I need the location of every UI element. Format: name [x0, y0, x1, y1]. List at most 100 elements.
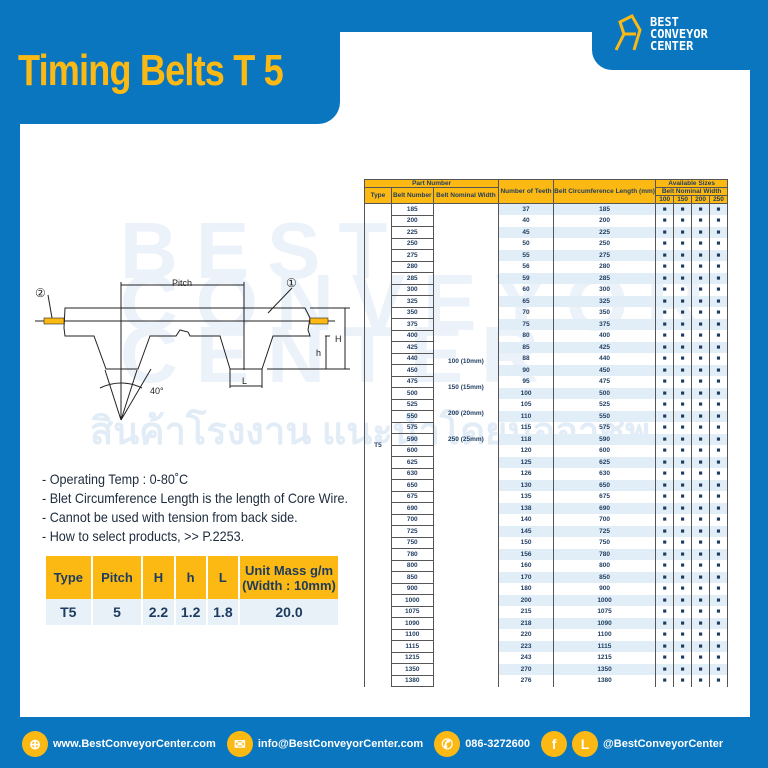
footer: ⊕ www.BestConveyorCenter.com ✉ info@BestCo…	[22, 731, 748, 757]
belt-number-cell: 475	[390, 375, 434, 388]
available-mark: ■	[673, 387, 693, 399]
available-mark: ■	[673, 295, 693, 307]
table-row: 1075 215 1075 ■ ■ ■ ■	[365, 605, 728, 618]
teeth-cell: 138	[498, 502, 554, 514]
length-cell: 690	[552, 502, 657, 514]
available-mark: ■	[709, 479, 728, 491]
available-mark: ■	[673, 261, 693, 273]
belt-number-cell: 600	[390, 444, 434, 457]
available-mark: ■	[655, 456, 675, 468]
belt-number-cell: 200	[390, 214, 434, 227]
header-type: Type	[364, 187, 392, 204]
available-mark: ■	[673, 318, 693, 330]
available-mark: ■	[691, 468, 710, 480]
available-mark: ■	[691, 583, 710, 595]
table-row: 625 125 625 ■ ■ ■ ■	[365, 456, 728, 469]
available-mark: ■	[691, 571, 710, 583]
table-row: 1090 218 1090 ■ ■ ■ ■	[365, 617, 728, 630]
available-mark: ■	[655, 594, 675, 606]
line-icon[interactable]: L	[572, 731, 599, 757]
available-mark: ■	[655, 560, 675, 572]
available-mark: ■	[655, 330, 675, 342]
available-mark: ■	[673, 583, 693, 595]
length-cell: 250	[552, 238, 657, 250]
available-mark: ■	[691, 284, 710, 296]
teeth-cell: 90	[498, 364, 554, 376]
available-mark: ■	[709, 652, 728, 664]
available-mark: ■	[673, 663, 693, 675]
available-mark: ■	[709, 318, 728, 330]
length-cell: 200	[552, 215, 657, 227]
available-mark: ■	[673, 238, 693, 250]
table-row: 725 145 725 ■ ■ ■ ■	[365, 525, 728, 538]
nominal-width-label: 250 (25mm)	[448, 436, 484, 443]
available-mark: ■	[673, 594, 693, 606]
teeth-cell: 88	[498, 353, 554, 365]
length-cell: 525	[552, 399, 657, 411]
website-link[interactable]: www.BestConveyorCenter.com	[53, 738, 216, 750]
belt-number-cell: 900	[390, 582, 434, 595]
notes-list: - Operating Temp : 0-80˚C - Blet Circumf…	[42, 470, 348, 546]
teeth-cell: 276	[498, 675, 554, 687]
length-cell: 1100	[552, 629, 657, 641]
table-row: 285 59 285 ■ ■ ■ ■	[365, 272, 728, 285]
note: - How to select products, >> P.2253.	[42, 528, 245, 544]
available-mark: ■	[709, 629, 728, 641]
available-mark: ■	[709, 410, 728, 422]
facebook-icon[interactable]: f	[541, 731, 568, 757]
available-mark: ■	[655, 468, 675, 480]
available-mark: ■	[673, 502, 693, 514]
available-mark: ■	[709, 525, 728, 537]
available-mark: ■	[691, 537, 710, 549]
teeth-cell: 55	[498, 249, 554, 261]
available-mark: ■	[655, 387, 675, 399]
available-mark: ■	[691, 376, 710, 388]
teeth-cell: 65	[498, 295, 554, 307]
length-cell: 590	[552, 433, 657, 445]
available-mark: ■	[709, 215, 728, 227]
table-row: 525 105 525 ■ ■ ■ ■	[365, 398, 728, 411]
belt-number-cell: 450	[390, 364, 434, 377]
teeth-cell: 95	[498, 376, 554, 388]
available-mark: ■	[691, 594, 710, 606]
available-mark: ■	[673, 272, 693, 284]
teeth-cell: 180	[498, 583, 554, 595]
nominal-width-cell: 100 (10mm) 150 (15mm) 200 (20mm) 250 (25mm)	[432, 203, 500, 687]
available-mark: ■	[655, 353, 675, 365]
teeth-cell: 135	[498, 491, 554, 503]
nominal-width-label: 100 (10mm)	[448, 358, 484, 365]
available-mark: ■	[709, 272, 728, 284]
available-mark: ■	[673, 571, 693, 583]
available-mark: ■	[691, 606, 710, 618]
nominal-width-label: 200 (20mm)	[448, 410, 484, 417]
belt-number-cell: 400	[390, 329, 434, 342]
phone-number[interactable]: 086-3272600	[465, 738, 531, 750]
belt-number-cell: 700	[390, 513, 434, 526]
available-mark: ■	[655, 548, 675, 560]
available-mark: ■	[691, 617, 710, 629]
header-belt-nominal: Belt Nominal Width	[655, 187, 728, 196]
length-cell: 1115	[552, 640, 657, 652]
spec-cell: T5	[46, 599, 93, 625]
available-mark: ■	[709, 548, 728, 560]
available-mark: ■	[655, 422, 675, 434]
email-link[interactable]: info@BestConveyorCenter.com	[257, 738, 424, 750]
belt-number-cell: 250	[390, 237, 434, 250]
available-mark: ■	[655, 583, 675, 595]
available-mark: ■	[655, 491, 675, 503]
belt-number-cell: 800	[390, 559, 434, 572]
spec-cell: 5	[91, 599, 144, 625]
available-mark: ■	[709, 341, 728, 353]
teeth-cell: 156	[498, 548, 554, 560]
length-cell: 780	[552, 548, 657, 560]
available-mark: ■	[691, 226, 710, 238]
belt-number-cell: 300	[390, 283, 434, 296]
available-mark: ■	[691, 560, 710, 572]
available-mark: ■	[709, 307, 728, 319]
table-row: 450 90 450 ■ ■ ■ ■	[365, 364, 728, 377]
social-handle[interactable]: @BestConveyorCenter	[603, 738, 724, 750]
available-mark: ■	[691, 675, 710, 687]
available-mark: ■	[673, 410, 693, 422]
belt-number-cell: 725	[390, 525, 434, 538]
available-mark: ■	[655, 203, 675, 215]
